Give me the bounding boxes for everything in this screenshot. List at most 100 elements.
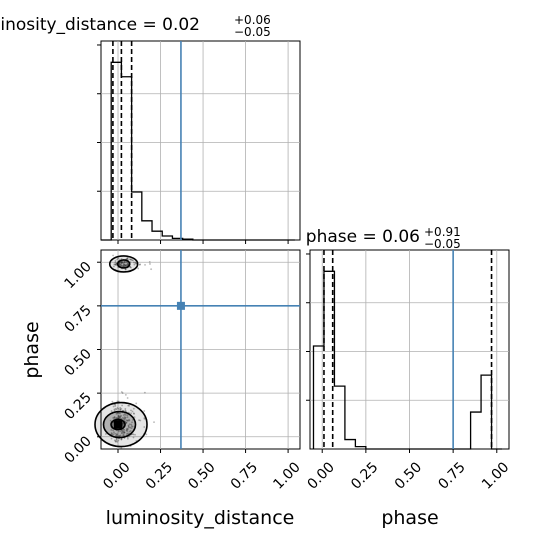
sample-point [121,429,124,432]
sample-point [124,409,127,412]
sample-point [126,397,129,399]
sample-point [126,437,129,440]
sample-point [121,422,124,425]
sample-point [112,429,114,432]
sample-point [125,429,128,431]
sample-point [123,431,126,434]
sample-point [128,430,131,433]
sample-point [118,430,120,433]
x-tick-label: 0.00 [100,459,133,492]
sample-point [124,268,127,271]
sample-point [123,431,126,434]
sample-point [116,433,118,436]
sample-point [124,417,126,420]
sample-point [124,408,127,410]
x-axis-label-phase: phase [381,507,438,529]
sample-point [148,260,151,263]
sample-point [113,263,116,266]
sample-point [119,415,122,418]
sample-point [119,434,122,437]
sample-point [110,437,113,440]
x-tick-label: 1.00 [270,459,303,492]
y-tick-label: 1.00 [61,259,94,292]
sample-point [131,410,134,413]
density-contour [108,255,139,273]
sample-point [117,407,120,410]
sample-point [125,421,128,424]
sample-point [124,393,127,396]
phase-title-upper: +0.91 [424,225,461,239]
sample-point [124,264,127,267]
sample-point [123,260,126,263]
sample-point [114,407,117,410]
sample-point [124,414,127,416]
sample-point [143,417,146,419]
sample-point [117,414,120,417]
sample-point [121,425,124,428]
sample-point [127,424,130,427]
lum-title-upper: +0.06 [234,13,271,27]
sample-point [133,413,135,415]
sample-point [125,428,128,430]
sample-point [120,414,122,417]
sample-point [113,408,116,411]
sample-point [137,267,140,270]
sample-point [127,404,130,407]
sample-point [115,417,117,420]
sample-point [116,433,118,436]
sample-point [120,391,123,393]
sample-point [117,415,120,418]
x-tick-label: 0.75 [228,459,261,492]
sample-point [112,265,115,268]
sample-point [119,408,122,411]
sample-point [117,435,120,437]
sample-point [130,266,132,269]
sample-point [126,262,129,264]
lum-hist-step [101,61,295,241]
sample-point [127,262,129,265]
sample-point [104,433,107,435]
sample-point [117,415,120,418]
sample-point [115,262,118,265]
sample-point [116,440,119,443]
sample-point [131,421,133,424]
sample-point [114,263,117,266]
sample-point [126,430,129,432]
sample-point [125,257,128,260]
sample-point [115,438,118,440]
y-tick-label: 0.00 [61,433,94,466]
y-axis-label-phase: phase [21,321,43,378]
sample-point [132,436,135,439]
sample-point [119,412,121,415]
sample-point [121,261,124,263]
x-tick-label: 0.75 [435,459,468,492]
sample-point [124,264,127,267]
sample-point [113,416,116,419]
sample-point [121,430,124,433]
sample-point [116,400,119,403]
sample-point [127,426,130,429]
sample-point [121,416,124,419]
sample-point [133,263,136,266]
x-tick-label: 0.50 [185,459,218,492]
sample-point [121,431,124,434]
sample-point [115,417,118,420]
sample-point [126,257,129,260]
sample-point [153,421,155,424]
sample-point [132,259,134,262]
sample-point [150,268,153,271]
sample-point [110,410,113,412]
sample-point [126,428,129,431]
sample-point [122,414,125,416]
sample-point [114,261,117,264]
sample-point [122,263,125,266]
sample-point [117,417,120,420]
sample-point [120,438,123,441]
sample-point [123,416,126,419]
sample-point [121,392,124,394]
sample-point [118,262,121,265]
sample-point [110,432,113,434]
sample-point [139,263,141,266]
sample-point [125,429,128,432]
